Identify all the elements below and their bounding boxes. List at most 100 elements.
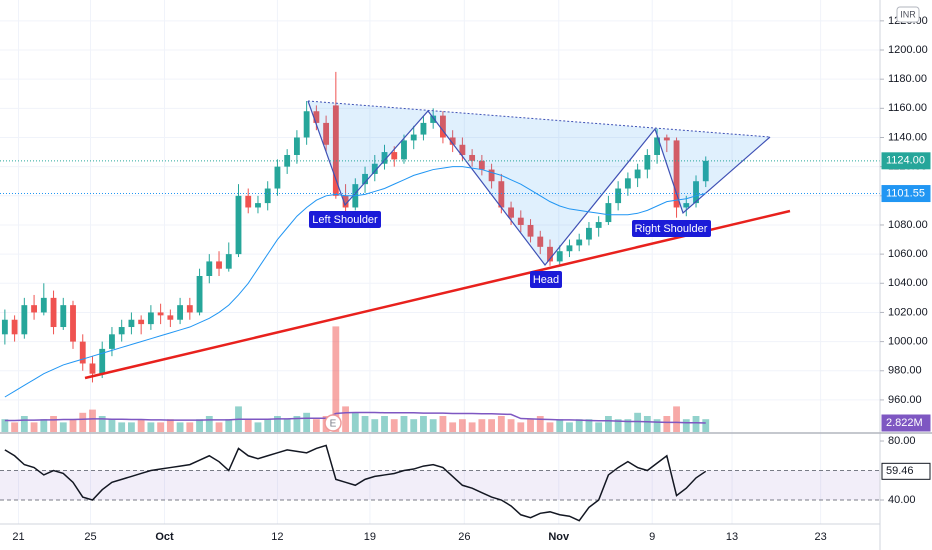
x-tick-label: 23 xyxy=(814,531,826,543)
candle-body xyxy=(362,173,368,185)
axis-value-label: 1124.00 xyxy=(886,155,925,167)
candle-body xyxy=(556,251,563,262)
candle-body xyxy=(1,319,8,335)
volume-bar xyxy=(89,409,96,432)
axis-value-label: 2.822M xyxy=(886,417,923,429)
candle-body xyxy=(40,297,47,313)
pattern xyxy=(84,100,791,380)
rsi-band xyxy=(0,470,880,501)
y-tick-label: 1060.00 xyxy=(888,248,928,260)
candle-body xyxy=(70,305,76,342)
moving-average xyxy=(4,166,706,398)
candle-body xyxy=(488,169,495,182)
volume-bar xyxy=(147,422,155,432)
y-tick-label: 980.00 xyxy=(888,365,922,377)
volume-bar xyxy=(118,422,126,432)
volume-bar xyxy=(595,422,603,432)
volume-bar xyxy=(293,416,301,432)
axes: 960.00980.001000.001020.001040.001060.00… xyxy=(12,15,931,543)
volume-bar xyxy=(157,422,165,432)
volume-bar xyxy=(128,422,135,432)
candle-body xyxy=(284,154,291,167)
volume-bar xyxy=(429,419,437,432)
y-tick-label: 1040.00 xyxy=(888,277,928,289)
volume-bar xyxy=(566,422,573,432)
volume-bar xyxy=(69,419,77,432)
volume-bar xyxy=(673,406,680,432)
event-label[interactable]: E xyxy=(330,419,337,430)
axis-value-box xyxy=(881,152,931,170)
candle-body xyxy=(440,115,446,138)
candle-body xyxy=(371,163,378,174)
candle-body xyxy=(60,305,67,328)
candle-body xyxy=(118,327,125,335)
axis-value-box xyxy=(881,462,931,480)
x-tick-label: Oct xyxy=(155,531,174,543)
volume-bar xyxy=(351,412,359,432)
volume-bar xyxy=(274,416,281,432)
volume-bar xyxy=(488,419,495,432)
volume-bar xyxy=(244,419,252,432)
event[interactable]: E xyxy=(324,414,342,432)
candle-body xyxy=(245,195,252,208)
candle-body xyxy=(673,140,680,208)
volume-bar xyxy=(225,419,233,432)
x-tick-label: 25 xyxy=(84,531,96,543)
candle-body xyxy=(595,222,602,228)
pattern-labels: Left Shoulder Head Right Shoulder xyxy=(309,211,711,288)
y-tick-label: 1020.00 xyxy=(888,306,928,318)
volume-bar xyxy=(186,422,194,432)
y-tick-label: 1160.00 xyxy=(888,102,927,114)
overlays xyxy=(0,160,880,398)
volume-bar xyxy=(79,412,87,432)
candle-body xyxy=(11,319,18,335)
event-marker[interactable] xyxy=(324,414,342,432)
candles xyxy=(1,71,709,383)
candle-body xyxy=(293,137,300,155)
candle-body xyxy=(255,203,261,208)
label-box xyxy=(309,211,381,228)
candle-body xyxy=(547,246,553,262)
candle-body xyxy=(196,275,203,313)
candle-body xyxy=(508,207,514,218)
candle-body xyxy=(498,181,505,208)
volume-bar xyxy=(497,416,505,432)
candle-body xyxy=(683,203,690,208)
currency-box[interactable] xyxy=(896,6,920,23)
candle-body xyxy=(342,195,349,208)
candle-body xyxy=(323,122,330,145)
candle-body xyxy=(99,348,106,374)
y-tick-label: 1200.00 xyxy=(888,44,928,56)
volume-bar xyxy=(614,419,622,432)
candle-body xyxy=(420,122,427,135)
volume-bar xyxy=(527,419,534,432)
volume-pane xyxy=(1,326,710,432)
currency[interactable]: INR xyxy=(900,9,916,19)
volume-bar xyxy=(50,416,57,432)
y-tick-label: 1080.00 xyxy=(888,219,928,231)
axis-value-box xyxy=(881,414,931,432)
x-tick-label: 9 xyxy=(649,531,655,543)
candle-body xyxy=(264,188,271,204)
volume-bar xyxy=(40,419,48,432)
candle-body xyxy=(50,297,57,328)
volume-bar xyxy=(692,416,700,432)
x-tick-label: 12 xyxy=(271,531,283,543)
y-tick-label: 1140.00 xyxy=(888,131,927,143)
candle-body xyxy=(478,160,485,170)
candle-body xyxy=(235,195,242,255)
candle-body xyxy=(225,254,232,269)
candle-body xyxy=(381,152,388,164)
candle-body xyxy=(79,341,86,364)
candle-body xyxy=(605,203,612,223)
candle-body xyxy=(177,305,184,320)
volume-bar xyxy=(507,419,515,432)
candle-body xyxy=(332,105,339,196)
volume-ma xyxy=(4,411,706,424)
annotation: Left Shoulder xyxy=(312,214,378,226)
volume-bar xyxy=(371,419,379,432)
volume-bar xyxy=(624,419,632,432)
volume-bar xyxy=(283,419,291,432)
